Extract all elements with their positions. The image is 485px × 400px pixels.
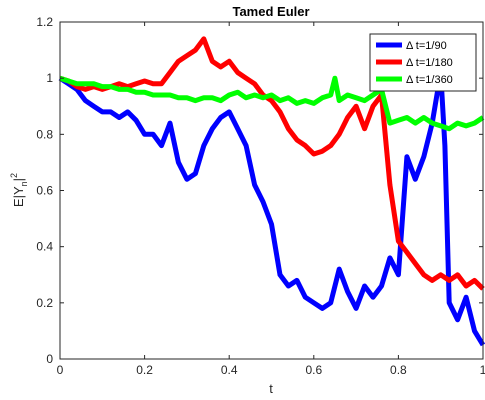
- legend-label-2: Δ t=1/180: [406, 57, 453, 69]
- x-tick-label: 0.8: [390, 363, 407, 377]
- x-tick-label: 0: [57, 363, 64, 377]
- y-tick-label: 1: [46, 71, 53, 85]
- y-tick-label: 0: [46, 352, 53, 366]
- x-axis-label: t: [269, 381, 273, 396]
- series-layer: [58, 36, 485, 347]
- series-line-2: [59, 36, 485, 291]
- legend-label-3: Δ t=1/360: [406, 74, 453, 86]
- y-axis-label: E|Yn|2: [9, 173, 29, 207]
- x-tick-label: 0.2: [136, 363, 153, 377]
- y-tick-label: 0.6: [36, 184, 53, 198]
- y-axis-label-subscript: n: [19, 181, 29, 186]
- y-axis-label-main: E|Y: [11, 186, 26, 207]
- y-ticks: 0 0.2 0.4 0.6 0.8 1 1.2: [36, 15, 483, 366]
- legend: Δ t=1/90 Δ t=1/180 Δ t=1/360: [369, 33, 477, 92]
- y-axis-label-after: |: [11, 178, 26, 181]
- y-tick-label: 1.2: [36, 15, 53, 29]
- y-axis-label-superscript: 2: [9, 173, 19, 178]
- y-tick-label: 0.8: [36, 127, 53, 141]
- chart-title: Tamed Euler: [232, 4, 309, 19]
- x-tick-label: 1: [480, 363, 485, 377]
- series-line-1: [58, 70, 485, 347]
- x-ticks: 0 0.2 0.4 0.6 0.8 1: [57, 22, 485, 377]
- y-tick-label: 0.4: [36, 240, 53, 254]
- series-line-3: [59, 75, 485, 132]
- x-tick-label: 0.6: [305, 363, 322, 377]
- legend-items: Δ t=1/90 Δ t=1/180 Δ t=1/360: [376, 40, 453, 86]
- x-tick-label: 0.4: [221, 363, 238, 377]
- y-tick-label: 0.2: [36, 296, 53, 310]
- legend-label-1: Δ t=1/90: [406, 40, 447, 52]
